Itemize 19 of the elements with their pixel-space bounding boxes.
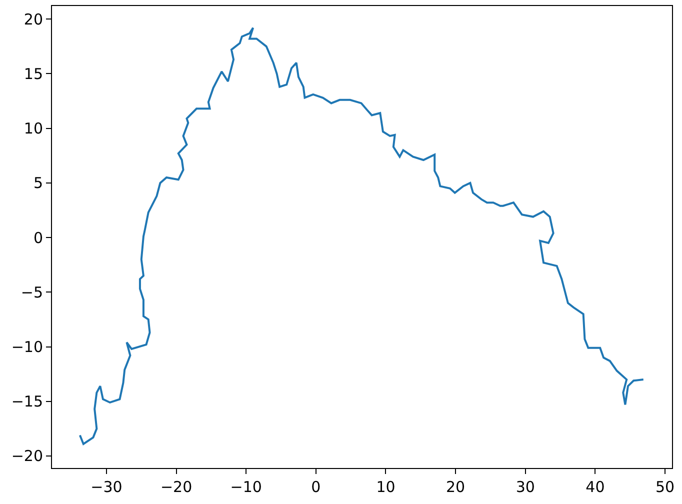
y-tick-label: 0 bbox=[33, 228, 43, 247]
x-tick-label: 10 bbox=[376, 478, 396, 496]
line-series bbox=[78, 26, 644, 445]
x-tick-label: −10 bbox=[230, 478, 262, 496]
x-tick-label: −30 bbox=[90, 478, 122, 496]
y-tick-label: −5 bbox=[20, 283, 43, 302]
x-tick-label: 30 bbox=[516, 478, 535, 496]
x-tick-label: −20 bbox=[160, 478, 192, 496]
y-tick-label: 20 bbox=[24, 10, 43, 28]
x-tick-label: 0 bbox=[311, 478, 321, 496]
y-tick-label: 5 bbox=[33, 174, 43, 192]
y-tick-label: −20 bbox=[11, 447, 43, 466]
y-tick-label: −15 bbox=[11, 392, 43, 411]
y-tick-label: 15 bbox=[24, 64, 43, 83]
x-tick-label: 20 bbox=[446, 478, 466, 496]
x-tick-label: 50 bbox=[655, 478, 675, 496]
y-tick-label: 10 bbox=[24, 120, 43, 138]
x-tick-label: 40 bbox=[586, 478, 605, 496]
y-tick-label: −10 bbox=[11, 338, 43, 356]
